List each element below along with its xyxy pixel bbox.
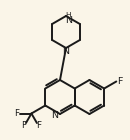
- Text: N: N: [51, 110, 58, 120]
- Text: F: F: [14, 109, 19, 118]
- Text: F: F: [21, 121, 26, 130]
- Text: N: N: [63, 47, 70, 57]
- Text: F: F: [118, 77, 123, 86]
- Text: N: N: [65, 16, 72, 25]
- Text: F: F: [36, 121, 41, 130]
- Text: H: H: [66, 12, 71, 18]
